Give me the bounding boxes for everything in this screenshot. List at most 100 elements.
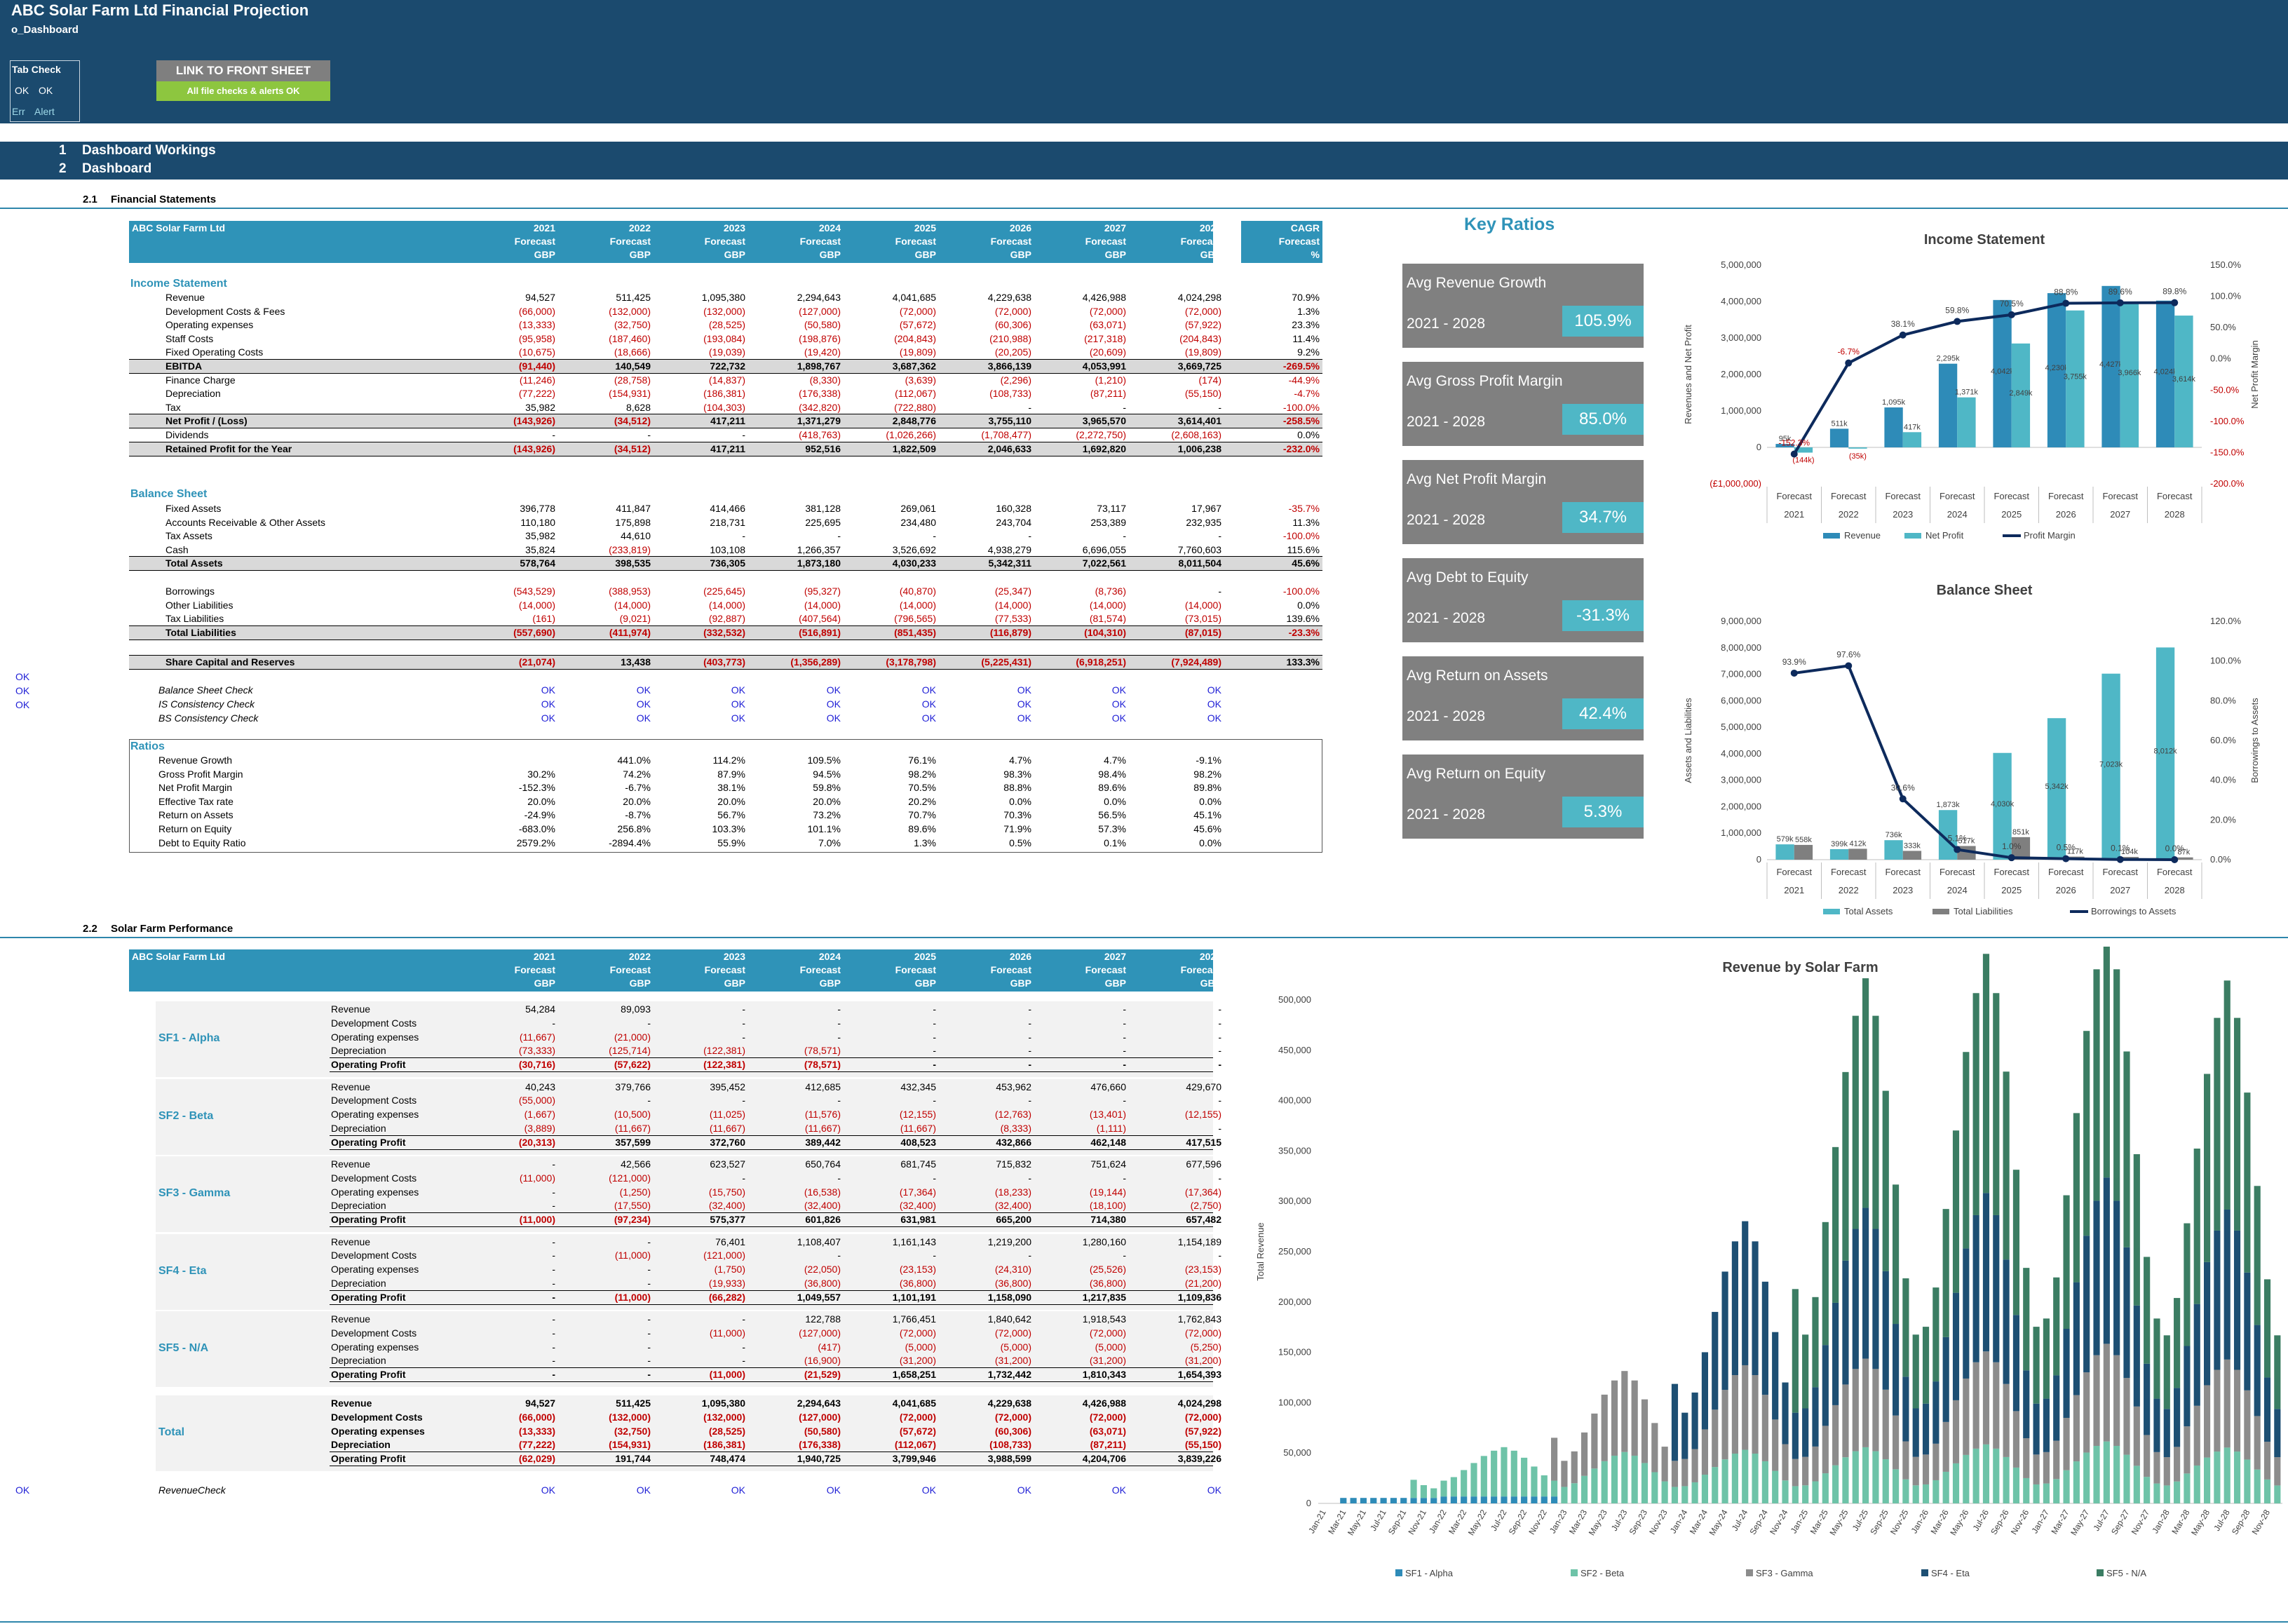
check-flag: OK (15, 699, 30, 710)
ratio-value: 20.0% (813, 795, 841, 807)
farm-block-bg (156, 1395, 1213, 1471)
stacked-bar-sf4-eta (2244, 1272, 2251, 1390)
ratio-value: 89.6% (908, 823, 936, 834)
key-ratios-title: Key Ratios (1464, 215, 1555, 234)
stacked-bar-sf3-gamma (1862, 1358, 1869, 1447)
fs-forecast-header: Forecast (1085, 236, 1126, 247)
key-ratio-tile: Avg Return on Assets 2021 - 2028 42.4% (1402, 656, 1644, 740)
stacked-bar-sf5-n-a (1822, 1222, 1829, 1346)
stacked-bar-sf2-beta (1521, 1457, 1528, 1497)
stacked-bar-sf2-beta (1450, 1477, 1457, 1497)
line-data-label: 70.5% (2000, 299, 2024, 309)
financial-statements-table: ABC Solar Farm Ltd 2021 Forecast GBP 2022 For… (0, 0, 1332, 869)
stacked-bar-sf4-eta (1671, 1383, 1679, 1461)
perf-row-label: Development Costs (331, 1172, 417, 1184)
perf-row-label: Operating expenses (331, 1031, 419, 1043)
line-data-label: 38.1% (1891, 319, 1915, 329)
check-value: OK (1207, 698, 1221, 710)
x-super-label: Forecast (2048, 867, 2084, 877)
stacked-bar-sf1-alpha (1350, 1498, 1357, 1503)
perf-row-value: 3,799,946 (892, 1453, 936, 1465)
stacked-bar-sf3-gamma (1772, 1419, 1779, 1471)
perf-row-value: (417) (818, 1341, 841, 1353)
bar-data-label: 558k (1795, 836, 1812, 844)
row-value: (233,819) (609, 543, 651, 555)
perf-row-value: - (1123, 1031, 1126, 1043)
row-value: 3,526,692 (892, 543, 936, 555)
row-value: (108,733) (989, 388, 1031, 400)
row-value: 417,211 (710, 442, 745, 454)
stacked-bar-sf2-beta (2043, 1483, 2050, 1503)
solar-farm-performance-table: ABC Solar Farm Ltd 2021 Forecast GBP 2022 For… (15, 949, 1221, 1496)
section-link-dashboard-workings[interactable]: Dashboard Workings (82, 143, 216, 158)
x-tick-label: 2025 (2001, 885, 2022, 895)
stacked-bar-sf3-gamma (1912, 1456, 1919, 1486)
ratio-value: 114.2% (712, 755, 745, 766)
perf-row-label: Operating Profit (331, 1291, 406, 1303)
row-value: (204,843) (894, 332, 936, 344)
perf-row-value: (72,000) (1184, 1327, 1221, 1339)
row-value: 1,898,767 (797, 360, 841, 372)
stacked-bar-sf2-beta (2193, 1465, 2200, 1503)
fs-cagr-band (1241, 221, 1322, 263)
stacked-bar-sf5-n-a (1832, 1146, 1839, 1303)
check-value: OK (921, 712, 936, 724)
chart-title: Revenue by Solar Farm (1722, 960, 1878, 975)
row-value: 4,024,298 (1177, 292, 1221, 303)
perf-row-value: (11,025) (709, 1109, 745, 1121)
row-cagr: -232.0% (1282, 442, 1320, 454)
perf-row-value: - (1123, 1095, 1126, 1107)
row-cagr: -269.5% (1282, 360, 1320, 372)
fs-unit-header: GBP (724, 249, 745, 260)
link-to-front-sheet-button[interactable]: LINK TO FRONT SHEET (156, 60, 330, 81)
perf-row-value: (17,364) (1184, 1186, 1221, 1198)
row-value: (87,015) (1184, 626, 1221, 638)
check-value: OK (1017, 698, 1031, 710)
y-tick-label: 400,000 (1278, 1095, 1311, 1106)
revenue-check-flag: OK (15, 1484, 30, 1496)
y2-tick-label: -50.0% (2210, 384, 2240, 395)
stacked-bar-sf4-eta (1932, 1381, 1940, 1444)
perf-row-label: Depreciation (331, 1122, 386, 1134)
perf-row-value: (10,500) (614, 1109, 651, 1121)
perf-row-value: (18,100) (1089, 1200, 1126, 1212)
legend-swatch (1746, 1569, 1753, 1576)
row-value: (40,870) (899, 586, 936, 597)
x-tick-label: Jan-21 (1306, 1508, 1328, 1535)
fs-section-rule (0, 208, 2288, 209)
op-profit-rule (330, 1290, 1213, 1291)
x-super-label: Forecast (1940, 491, 1975, 501)
key-ratio-value: 105.9% (1562, 306, 1644, 337)
row-value: (127,000) (799, 305, 841, 317)
row-label: Development Costs & Fees (165, 305, 285, 317)
stacked-bar-sf4-eta (1752, 1241, 1759, 1376)
perf-row-value: 1,732,442 (987, 1369, 1031, 1381)
x-super-label: Forecast (2157, 491, 2193, 501)
perf-row-value: (3,889) (524, 1122, 555, 1134)
perf-row-value: (73,333) (518, 1045, 555, 1057)
perf-row-value: - (552, 1355, 555, 1367)
check-value: OK (636, 684, 651, 696)
row-cagr: 9.2% (1297, 346, 1320, 358)
row-value: (14,000) (614, 599, 651, 611)
farm-name: SF2 - Beta (158, 1109, 214, 1122)
row-value: (87,211) (1090, 388, 1126, 400)
x-tick-label: 2028 (2165, 509, 2185, 520)
stacked-bar-sf1-alpha (1521, 1496, 1528, 1503)
perf-row-value: - (837, 1031, 841, 1043)
perf-header-band (129, 949, 1213, 992)
perf-row-value: (1,250) (619, 1186, 651, 1198)
perf-row-value: - (552, 1369, 555, 1381)
key-ratio-period: 2021 - 2028 (1407, 316, 1486, 332)
key-ratio-tile: Avg Gross Profit Margin 2021 - 2028 85.0% (1402, 362, 1644, 446)
perf-row-value: (57,672) (899, 1425, 936, 1437)
stacked-bar-sf3-gamma (1601, 1394, 1608, 1461)
row-value: 952,516 (805, 442, 841, 454)
y2-tick-label: 100.0% (2210, 656, 2242, 666)
bar-revenue (2155, 300, 2175, 447)
section-2-num: 2 (59, 161, 67, 176)
perf-row-value: 76,401 (715, 1236, 745, 1247)
row-label: Cash (165, 543, 189, 555)
section-link-dashboard[interactable]: Dashboard (82, 161, 152, 176)
perf-row-value: (132,000) (609, 1411, 651, 1423)
